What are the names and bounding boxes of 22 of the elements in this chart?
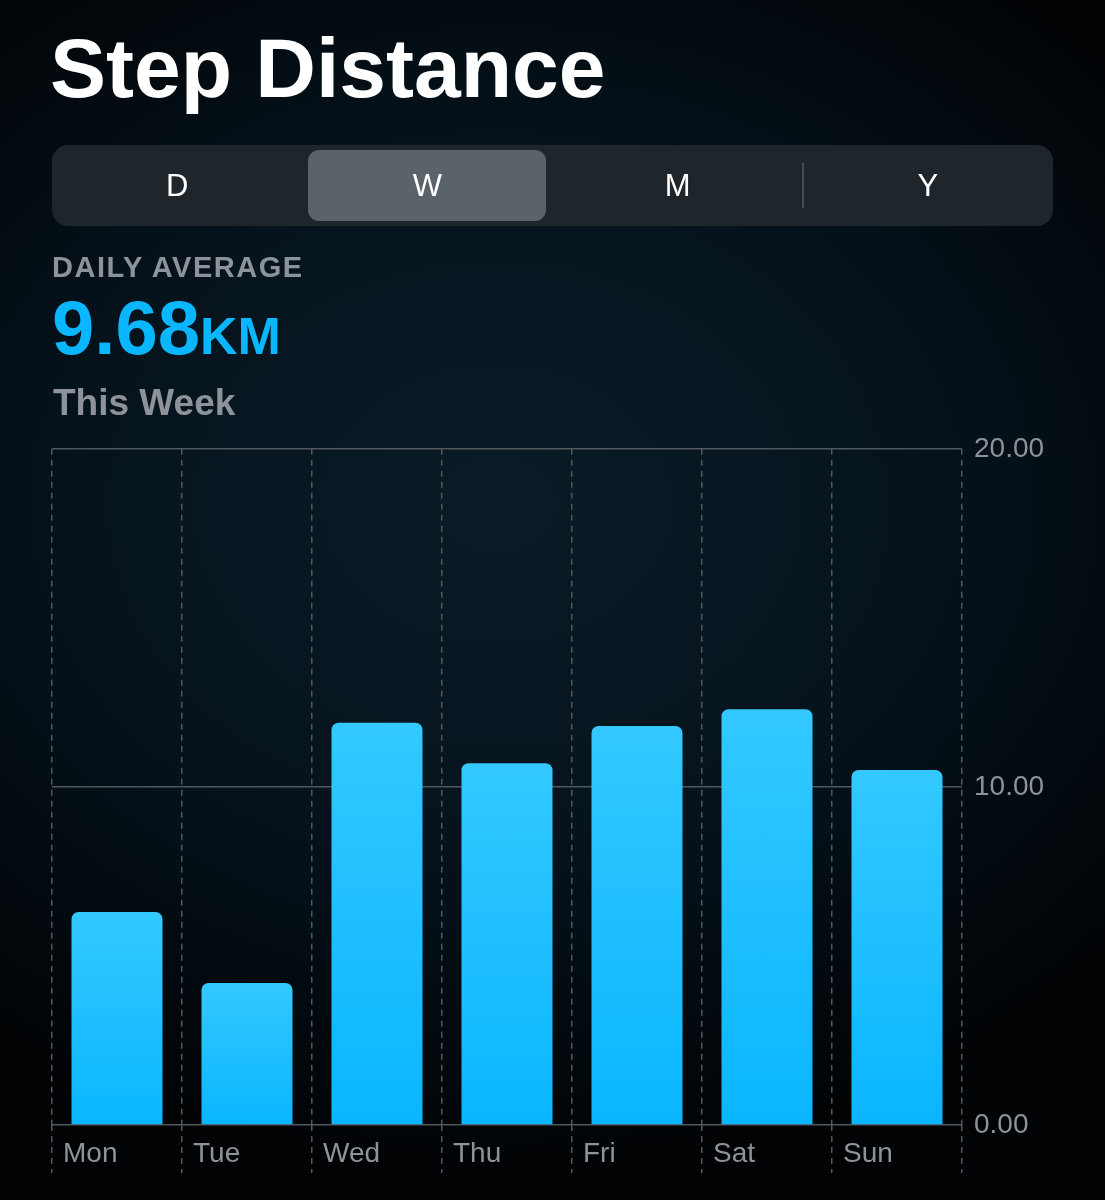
y-tick-label: 0.00	[974, 1107, 1029, 1139]
x-tick-label: Wed	[323, 1136, 381, 1168]
x-tick-label: Sat	[713, 1136, 756, 1168]
y-tick-label: 10.00	[974, 769, 1045, 801]
segmented-control: D W M Y	[52, 145, 1053, 226]
bar	[721, 709, 813, 1125]
bar	[461, 763, 553, 1125]
y-tick-label: 20.00	[974, 431, 1045, 463]
bar	[201, 983, 293, 1125]
x-tick-label: Thu	[453, 1136, 502, 1168]
text: This Week	[53, 382, 236, 423]
bar	[331, 722, 423, 1125]
x-tick-label: Mon	[63, 1136, 118, 1168]
chart-title: Step Distance	[50, 21, 606, 115]
bar	[591, 726, 683, 1125]
x-tick-label: Tue	[193, 1136, 241, 1168]
bar	[851, 770, 943, 1125]
bar	[71, 912, 163, 1125]
text: 9.68KM	[52, 285, 281, 370]
x-tick-label: Fri	[583, 1136, 616, 1168]
text: DAILY AVERAGE	[52, 251, 304, 283]
x-tick-label: Sun	[843, 1136, 893, 1168]
